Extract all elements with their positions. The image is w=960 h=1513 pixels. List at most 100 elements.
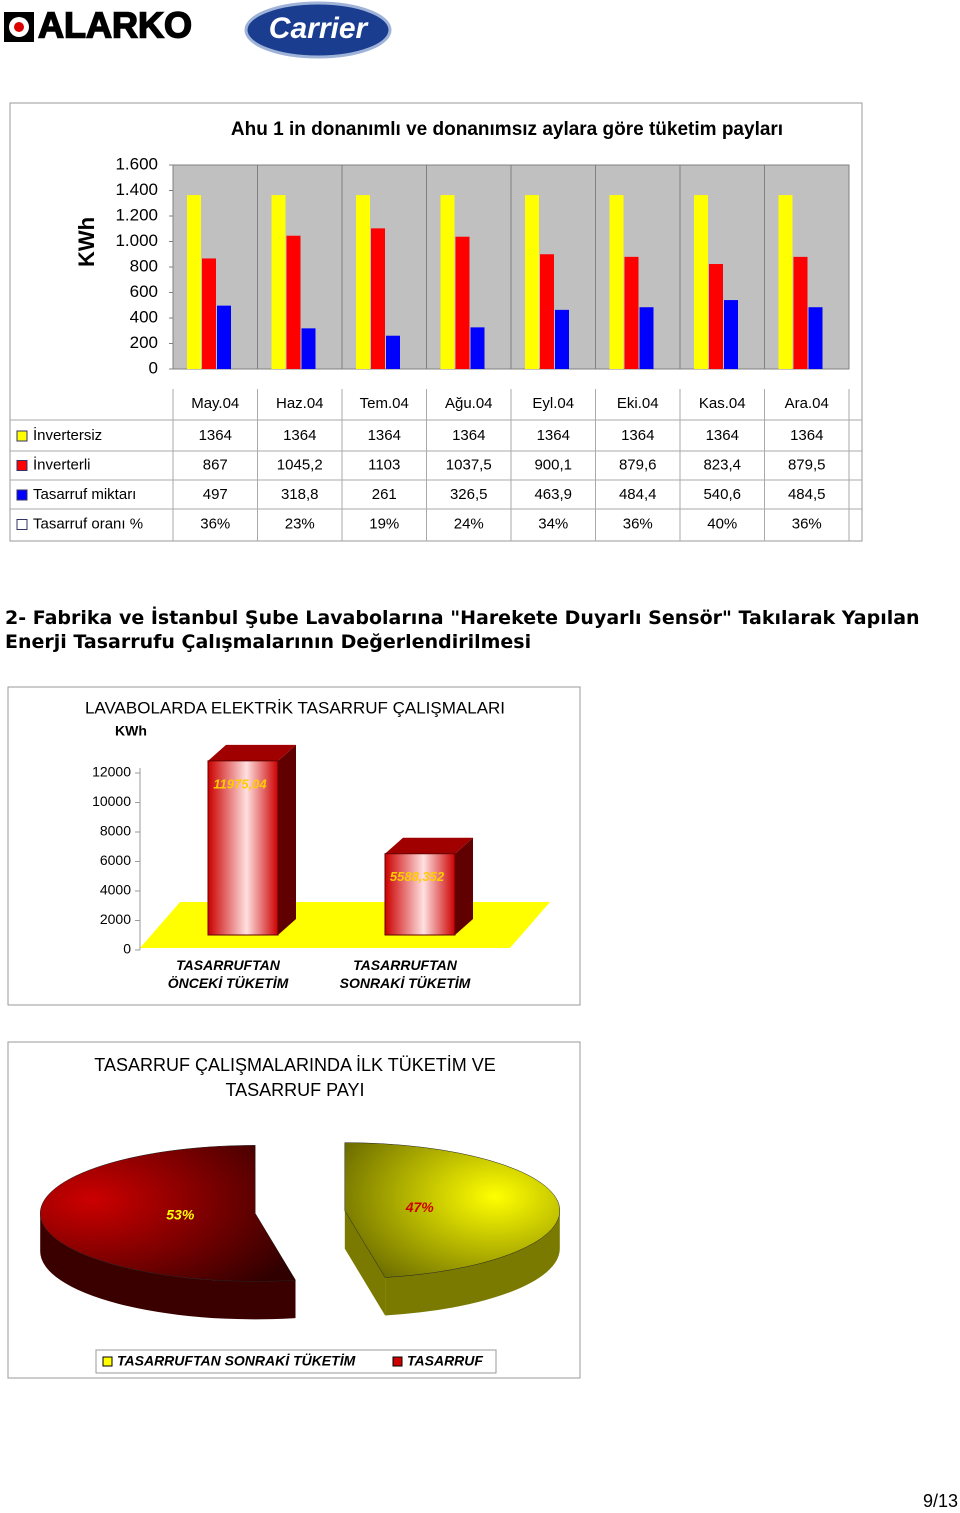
- legend-swatch: [16, 519, 28, 530]
- logo-text: ALARKO: [38, 5, 192, 46]
- chart-frame: [7, 686, 581, 1006]
- bar: [217, 305, 231, 369]
- table-cell: 19%: [369, 515, 399, 532]
- bar: [386, 335, 400, 369]
- bar: [202, 258, 216, 369]
- table-cell: 1103: [368, 456, 400, 473]
- chart-frame: [7, 1041, 581, 1379]
- y-tick-label: 200: [130, 333, 158, 352]
- table-cell: 823,4: [703, 456, 741, 473]
- y-tick-label: 4000: [100, 882, 131, 898]
- bar: [286, 235, 301, 369]
- bar-side: [278, 744, 296, 935]
- table-cell: 34%: [538, 515, 568, 532]
- bar: [271, 195, 286, 369]
- bar: [639, 307, 654, 369]
- y-tick-label: 1.200: [115, 205, 158, 224]
- y-tick-label: 2000: [100, 911, 131, 927]
- section-heading: 2- Fabrika ve İstanbul Şube Lavabolarına…: [5, 607, 920, 653]
- bar: [207, 760, 279, 936]
- x-tick-label: Kas.04: [699, 395, 746, 412]
- bar: [384, 853, 456, 936]
- y-tick-label: 8000: [100, 823, 131, 839]
- slice: [39, 1145, 296, 1282]
- x-tick-label: May.04: [191, 395, 239, 412]
- legend-swatch: [16, 489, 28, 501]
- legend-label: Tasarruf oranı %: [33, 515, 143, 532]
- legend-swatch: [16, 460, 28, 471]
- table-cell: 497: [203, 486, 228, 503]
- slice-side: [385, 1210, 560, 1316]
- bar: [525, 195, 539, 369]
- slice-face: [344, 1210, 386, 1316]
- table-cell: 879,6: [619, 456, 657, 473]
- bar: [540, 254, 554, 369]
- bar: [187, 195, 201, 369]
- legend-label: İnvertersiz: [33, 426, 102, 444]
- y-tick-label: 400: [130, 307, 158, 326]
- table-cell: 900,1: [534, 456, 572, 473]
- x-tick-label: Tem.04: [360, 395, 409, 412]
- y-tick-label: 800: [130, 256, 158, 275]
- legend-box: [95, 1349, 497, 1374]
- x-tick-label: Ağu.04: [445, 395, 493, 412]
- x-tick-label: Ara.04: [785, 395, 829, 412]
- bar: [555, 309, 569, 369]
- bar: [694, 195, 708, 369]
- table-cell: 867: [203, 456, 228, 473]
- bar-top: [385, 837, 473, 854]
- y-tick-label: 6000: [100, 852, 131, 868]
- data-label: 5588,352: [390, 869, 445, 884]
- legend-swatch: [16, 430, 28, 442]
- table-cell: 463,9: [534, 486, 572, 503]
- legend-label: TASARRUF: [407, 1353, 483, 1369]
- y-tick-label: 12000: [92, 764, 131, 780]
- table-cell: 1364: [621, 427, 654, 444]
- bar-top: [208, 744, 296, 761]
- bar: [808, 307, 823, 369]
- bar: [440, 195, 455, 369]
- legend-label: Tasarruf miktarı: [33, 486, 136, 503]
- table-cell: 40%: [707, 515, 737, 532]
- bar-side: [455, 837, 473, 935]
- table-cell: 261: [372, 486, 397, 503]
- y-tick-label: 600: [130, 282, 158, 301]
- bar: [709, 264, 723, 369]
- x-tick-label: Eyl.04: [532, 395, 574, 412]
- logo-badge: [244, 1, 392, 59]
- page-number: 9/13: [923, 1491, 958, 1511]
- y-tick-label: 1.400: [115, 180, 158, 199]
- table-cell: 36%: [792, 515, 822, 532]
- logo-text: Carrier: [269, 12, 370, 45]
- table-cell: 1364: [537, 427, 570, 444]
- table-cell: 1364: [199, 427, 232, 444]
- legend-swatch: [392, 1356, 403, 1367]
- x-tick-label: TASARRUFTAN SONRAKİ TÜKETİM: [339, 957, 471, 991]
- bar: [301, 328, 316, 369]
- x-tick-label: Eki.04: [617, 395, 659, 412]
- data-label: 47%: [405, 1199, 435, 1215]
- logo-icon: [14, 22, 24, 32]
- chart-title: LAVABOLARDA ELEKTRİK TASARRUF ÇALIŞMALAR…: [85, 698, 505, 717]
- chart-title: TASARRUF ÇALIŞMALARINDA İLK TÜKETİM VE T…: [94, 1055, 496, 1100]
- table-cell: 23%: [285, 515, 315, 532]
- floor: [140, 902, 550, 948]
- table-cell: 484,5: [788, 486, 826, 503]
- data-label: 53%: [166, 1206, 195, 1222]
- table-cell: 1364: [790, 427, 823, 444]
- table-cell: 1364: [283, 427, 316, 444]
- legend-label: İnverterli: [33, 455, 91, 473]
- table-cell: 36%: [200, 515, 230, 532]
- y-axis-label: KWh: [115, 723, 147, 739]
- data-label: 11975,04: [213, 776, 267, 791]
- x-tick-label: Haz.04: [276, 395, 324, 412]
- y-tick-label: 10000: [92, 793, 131, 809]
- table-cell: 1364: [368, 427, 401, 444]
- table-cell: 540,6: [703, 486, 741, 503]
- y-tick-label: 0: [123, 941, 131, 957]
- table-cell: 318,8: [281, 486, 319, 503]
- table-cell: 879,5: [788, 456, 826, 473]
- y-tick-label: 1.000: [115, 231, 158, 250]
- bar: [793, 256, 808, 369]
